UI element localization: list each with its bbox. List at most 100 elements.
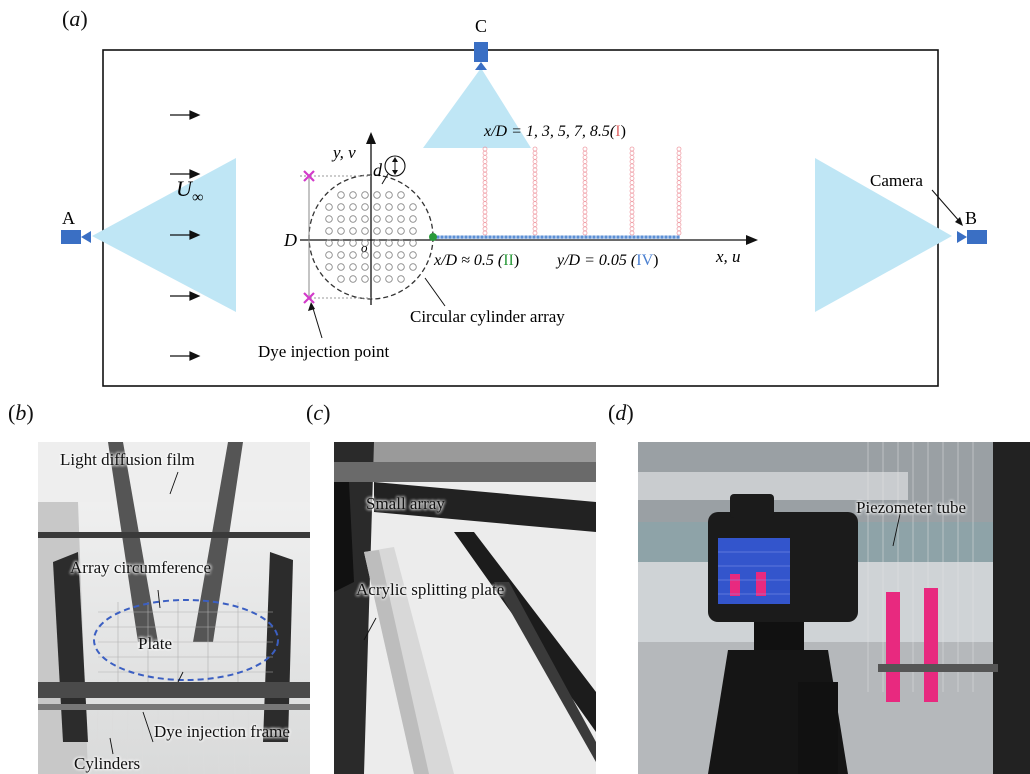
wake-point bbox=[672, 235, 676, 239]
profile-point bbox=[482, 209, 488, 215]
photo-b: Light diffusion film Array circumference… bbox=[38, 442, 310, 774]
cylinder bbox=[397, 203, 405, 211]
small-d-leader bbox=[381, 173, 389, 185]
wake-point bbox=[660, 235, 664, 239]
cylinder bbox=[361, 251, 369, 259]
cylinder bbox=[337, 275, 345, 283]
photo-c-illustration bbox=[334, 442, 596, 774]
profile-point bbox=[582, 226, 588, 232]
profile-point bbox=[629, 146, 635, 152]
cylinder bbox=[325, 227, 333, 235]
profile-point bbox=[629, 217, 635, 223]
wake-point bbox=[644, 235, 648, 239]
profile-point bbox=[482, 150, 488, 156]
wake-point bbox=[484, 235, 488, 239]
profile-point bbox=[482, 159, 488, 165]
wake-point bbox=[676, 235, 680, 239]
cylinder bbox=[361, 275, 369, 283]
camera-a-icon bbox=[61, 230, 91, 244]
profile-point bbox=[676, 205, 682, 211]
wake-point bbox=[568, 235, 572, 239]
cylinder bbox=[349, 275, 357, 283]
profile-point bbox=[629, 192, 635, 198]
profile-point bbox=[629, 154, 635, 160]
wake-point bbox=[480, 235, 484, 239]
profile-point bbox=[676, 171, 682, 177]
wake-point bbox=[624, 235, 628, 239]
cylinder bbox=[409, 251, 417, 259]
wake-point bbox=[492, 235, 496, 239]
profile-point bbox=[629, 213, 635, 219]
cylinder bbox=[409, 239, 417, 247]
profile-point bbox=[676, 226, 682, 232]
wake-point bbox=[580, 235, 584, 239]
cylinder bbox=[373, 251, 381, 259]
profile-point bbox=[532, 213, 538, 219]
profile-point bbox=[532, 192, 538, 198]
camera-b-field bbox=[815, 158, 952, 312]
wake-point bbox=[636, 235, 640, 239]
cylinder bbox=[385, 251, 393, 259]
profile-point bbox=[532, 226, 538, 232]
profile-point bbox=[676, 209, 682, 215]
profile-point bbox=[582, 175, 588, 181]
cylinder bbox=[337, 251, 345, 259]
profile-point bbox=[532, 154, 538, 160]
profile-point bbox=[532, 205, 538, 211]
profile-point bbox=[532, 175, 538, 181]
cylinder bbox=[325, 263, 333, 271]
photo-d: Piezometer tube bbox=[638, 442, 1030, 774]
wake-point bbox=[640, 235, 644, 239]
cylinder bbox=[361, 203, 369, 211]
cylinder bbox=[385, 275, 393, 283]
profile-point bbox=[582, 171, 588, 177]
photo-b-illustration bbox=[38, 442, 310, 774]
wake-point bbox=[576, 235, 580, 239]
profile-point bbox=[676, 213, 682, 219]
cylinder bbox=[397, 239, 405, 247]
cylinder bbox=[373, 227, 381, 235]
profile-point bbox=[629, 184, 635, 190]
wake-point bbox=[436, 235, 440, 239]
cylinder bbox=[397, 263, 405, 271]
profile-point bbox=[629, 163, 635, 169]
cylinder bbox=[373, 263, 381, 271]
cylinder bbox=[361, 227, 369, 235]
profile-point bbox=[629, 205, 635, 211]
dye-injection-marks bbox=[303, 170, 315, 304]
flume-outline bbox=[102, 49, 939, 387]
wake-point bbox=[460, 235, 464, 239]
profile-point bbox=[582, 213, 588, 219]
inflow-arrows bbox=[170, 110, 201, 361]
point-ii-marker bbox=[429, 233, 437, 241]
profile-point bbox=[532, 209, 538, 215]
profile-point bbox=[482, 196, 488, 202]
cylinder bbox=[337, 191, 345, 199]
cylinder bbox=[337, 227, 345, 235]
annot-piezometer-tube: Piezometer tube bbox=[856, 498, 966, 517]
annot-light-diffusion-film: Light diffusion film bbox=[60, 450, 195, 469]
cylinder bbox=[325, 203, 333, 211]
profile-point bbox=[629, 180, 635, 186]
annot-acrylic-splitting-plate: Acrylic splitting plate bbox=[356, 580, 505, 599]
annot-dye-injection-frame: Dye injection frame bbox=[154, 722, 290, 741]
profile-point bbox=[582, 192, 588, 198]
wake-point bbox=[596, 235, 600, 239]
wake-point bbox=[564, 235, 568, 239]
panel-label-c: (c) bbox=[306, 400, 331, 425]
profile-point bbox=[532, 217, 538, 223]
cylinder bbox=[373, 215, 381, 223]
profile-point bbox=[532, 184, 538, 190]
profile-point bbox=[482, 205, 488, 211]
profile-point bbox=[629, 230, 635, 236]
profile-point bbox=[482, 154, 488, 160]
profile-point bbox=[582, 184, 588, 190]
camera-text: Camera bbox=[870, 171, 923, 190]
cylinder bbox=[397, 191, 405, 199]
cylinder bbox=[349, 227, 357, 235]
profile-point bbox=[482, 217, 488, 223]
wake-point bbox=[620, 235, 624, 239]
profile-point bbox=[482, 188, 488, 194]
wake-point bbox=[488, 235, 492, 239]
wake-point bbox=[448, 235, 452, 239]
